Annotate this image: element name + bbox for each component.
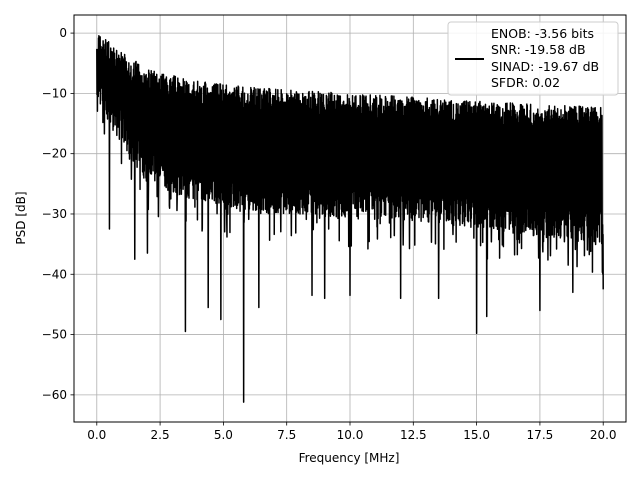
y-tick-label: −10	[42, 86, 67, 100]
x-tick-label: 17.5	[527, 428, 554, 442]
y-tick-label: −50	[42, 328, 67, 342]
legend-sinad: SINAD: -19.67 dB	[491, 59, 599, 74]
x-axis-ticks: 0.0 2.5 5.0 7.5 10.0 12.5 15.0 17.5 20.0	[87, 422, 617, 442]
legend-box	[447, 21, 619, 96]
y-tick-label: −60	[42, 388, 67, 402]
x-tick-label: 12.5	[400, 428, 427, 442]
x-tick-label: 20.0	[590, 428, 617, 442]
y-tick-label: 0	[59, 26, 67, 40]
y-axis-label: PSD [dB]	[14, 191, 28, 244]
legend-sfdr: SFDR: 0.02	[491, 75, 560, 90]
y-tick-label: −20	[42, 147, 67, 161]
y-axis-ticks: 0 −10 −20 −30 −40 −50 −60	[42, 26, 74, 402]
x-axis-label: Frequency [MHz]	[299, 451, 400, 465]
legend: ENOB: -3.56 bits SNR: -19.58 dB SINAD: -…	[447, 21, 619, 96]
x-tick-label: 0.0	[87, 428, 106, 442]
x-tick-label: 10.0	[337, 428, 364, 442]
x-tick-label: 7.5	[277, 428, 296, 442]
psd-line	[96, 35, 604, 403]
series-psd	[96, 35, 604, 403]
x-tick-label: 15.0	[463, 428, 490, 442]
legend-enob: ENOB: -3.56 bits	[491, 26, 594, 41]
y-tick-label: −30	[42, 207, 67, 221]
x-tick-label: 5.0	[214, 428, 233, 442]
legend-snr: SNR: -19.58 dB	[491, 42, 586, 57]
y-tick-label: −40	[42, 267, 67, 281]
x-tick-label: 2.5	[151, 428, 170, 442]
